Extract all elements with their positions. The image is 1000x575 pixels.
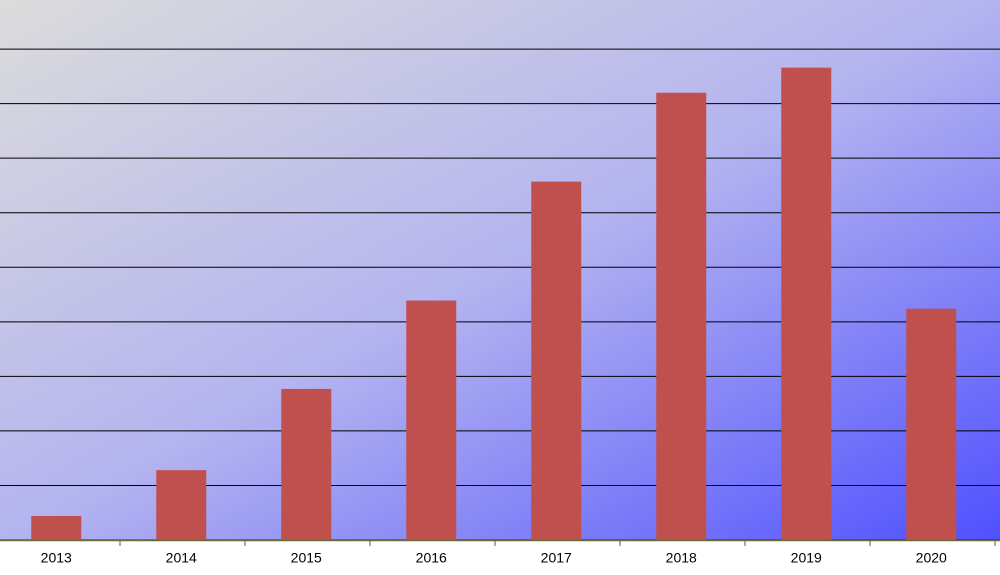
x-tick-label: 2016: [416, 550, 447, 566]
x-tick-label: 2014: [166, 550, 197, 566]
bar: [156, 470, 207, 540]
plot-background: [0, 0, 1000, 541]
bar: [281, 388, 332, 540]
x-tick-label: 2019: [791, 550, 822, 566]
x-tick-label: 2018: [666, 550, 697, 566]
axis-background: [0, 541, 1000, 575]
x-tick-label: 2017: [541, 550, 572, 566]
x-tick-label: 2020: [916, 550, 947, 566]
bar: [406, 300, 457, 540]
bar: [906, 308, 957, 540]
x-tick-label: 2015: [291, 550, 322, 566]
x-tick-label: 2013: [41, 550, 72, 566]
bar: [531, 181, 582, 541]
bar: [781, 67, 832, 541]
bar: [31, 516, 82, 540]
bar: [656, 92, 707, 541]
